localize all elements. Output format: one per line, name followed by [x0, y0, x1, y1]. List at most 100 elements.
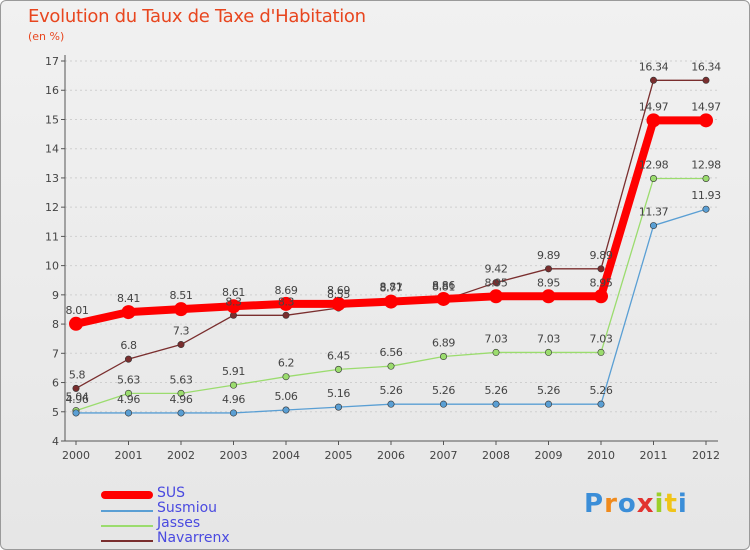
- point-sus-2007: [436, 291, 451, 306]
- data-label-sus-2009: 8.95: [537, 276, 560, 289]
- point-susmiou-2005: [334, 403, 342, 411]
- logo-letter: i: [677, 489, 688, 519]
- point-sus-2009: [541, 289, 556, 304]
- y-tick-label-8: 8: [52, 318, 59, 331]
- logo-letter: r: [604, 489, 618, 519]
- data-label-susmiou-2004: 5.06: [275, 390, 298, 403]
- point-susmiou-2000: [72, 409, 80, 417]
- point-susmiou-2009: [544, 400, 552, 408]
- data-label-navarrenx-2009: 9.89: [537, 249, 560, 262]
- data-label-jasses-2000: 5.04: [66, 391, 89, 404]
- data-label-jasses-2004: 6.2: [278, 357, 294, 370]
- logo-letter: t: [664, 489, 678, 519]
- data-label-jasses-2006: 6.56: [380, 346, 403, 359]
- x-tick-label-2004: 2004: [272, 449, 300, 462]
- data-label-jasses-2009: 7.03: [537, 332, 560, 345]
- data-label-navarrenx-2004: 8.3: [278, 295, 295, 308]
- x-tick-label-2011: 2011: [640, 449, 668, 462]
- data-label-sus-2007: 8.86: [432, 279, 455, 292]
- point-jasses-2003: [230, 381, 238, 389]
- x-tick-label-2008: 2008: [482, 449, 510, 462]
- data-label-susmiou-2012: 11.93: [691, 189, 721, 202]
- data-label-navarrenx-2001: 6.8: [120, 339, 137, 352]
- point-jasses-2006: [387, 362, 395, 370]
- data-label-navarrenx-2002: 7.3: [173, 325, 190, 338]
- data-label-jasses-2008: 7.03: [485, 332, 508, 345]
- logo-letter: o: [617, 489, 637, 519]
- point-jasses-2012: [702, 175, 710, 183]
- data-label-navarrenx-2006: 8.81: [380, 280, 403, 293]
- data-label-sus-2011: 14.97: [639, 100, 669, 113]
- point-sus-2006: [384, 294, 398, 309]
- data-label-sus-2000: 8.01: [66, 304, 89, 317]
- point-susmiou-2010: [597, 400, 605, 408]
- data-label-susmiou-2009: 5.26: [537, 384, 560, 397]
- series-lines: [69, 76, 713, 417]
- point-susmiou-2003: [230, 409, 238, 417]
- y-tick-label-12: 12: [45, 201, 59, 214]
- y-tick-label-4: 4: [52, 435, 59, 448]
- point-jasses-2011: [649, 175, 657, 183]
- x-tick-label-2003: 2003: [220, 449, 248, 462]
- point-navarrenx-2011: [649, 76, 657, 84]
- x-tick-label-2012: 2012: [692, 449, 720, 462]
- data-label-jasses-2007: 6.89: [432, 337, 455, 350]
- point-jasses-2005: [334, 365, 342, 373]
- point-navarrenx-2002: [177, 341, 185, 349]
- data-label-susmiou-2006: 5.26: [380, 384, 403, 397]
- y-tick-label-10: 10: [45, 260, 59, 273]
- x-tick-label-2001: 2001: [115, 449, 143, 462]
- point-sus-2003: [226, 299, 241, 314]
- data-label-susmiou-2001: 4.96: [117, 393, 140, 406]
- point-navarrenx-2000: [72, 384, 80, 392]
- point-jasses-2004: [282, 373, 290, 381]
- legend-label-jasses: Jasses: [157, 515, 201, 531]
- x-tick-label-2010: 2010: [587, 449, 615, 462]
- point-susmiou-2001: [125, 409, 133, 417]
- y-tick-label-15: 15: [45, 113, 59, 126]
- y-tick-label-6: 6: [52, 377, 59, 390]
- point-sus-2000: [69, 316, 83, 331]
- point-jasses-2002: [177, 389, 185, 397]
- point-navarrenx-2004: [282, 311, 290, 319]
- data-label-susmiou-2000: 4.96: [66, 393, 89, 406]
- point-jasses-2009: [544, 348, 552, 356]
- axes: 4 5 6 7 8 9 10 11 12 13 14 15 16 17 2000 2001 2002 2003 20…: [45, 55, 720, 462]
- data-label-jasses-2012: 12.98: [691, 159, 721, 172]
- x-tick-label-2005: 2005: [325, 449, 353, 462]
- proxiti-logo: Proxiti: [584, 489, 688, 519]
- point-jasses-2008: [492, 348, 500, 356]
- y-tick-label-17: 17: [45, 55, 59, 68]
- data-labels: 5.8 6.8 7.3 8.3 8.3 8.55 8.81 8.81 9.42 9.89 9.89 1…: [66, 60, 722, 406]
- data-label-sus-2005: 8.69: [327, 284, 350, 297]
- x-tick-label-2009: 2009: [535, 449, 563, 462]
- legend-label-susmiou: Susmiou: [157, 500, 218, 516]
- point-sus-2005: [331, 296, 346, 311]
- chart-title: Evolution du Taux de Taxe d'Habitation: [28, 6, 366, 27]
- data-label-jasses-2005: 6.45: [327, 349, 350, 362]
- point-susmiou-2007: [439, 400, 447, 408]
- point-navarrenx-2008: [492, 279, 500, 287]
- y-tick-label-16: 16: [45, 84, 59, 97]
- x-tick-label-2002: 2002: [167, 449, 195, 462]
- data-label-navarrenx-2000: 5.8: [69, 368, 86, 381]
- data-label-susmiou-2003: 4.96: [222, 393, 245, 406]
- y-tick-label-9: 9: [52, 289, 59, 302]
- y-tick-label-14: 14: [45, 143, 59, 156]
- logo-letter: i: [654, 489, 665, 519]
- x-tick-label-2006: 2006: [377, 449, 405, 462]
- data-label-jasses-2011: 12.98: [639, 159, 669, 172]
- data-label-jasses-2002: 5.63: [170, 373, 193, 386]
- y-tick-label-11: 11: [45, 230, 59, 243]
- y-axis-unit-label: (en %): [28, 30, 65, 43]
- data-label-susmiou-2008: 5.26: [485, 384, 508, 397]
- point-jasses-2010: [597, 348, 605, 356]
- point-navarrenx-2009: [544, 265, 552, 273]
- x-tick-label-2000: 2000: [62, 449, 90, 462]
- data-label-sus-2006: 8.77: [380, 282, 403, 295]
- y-tick-label-7: 7: [52, 347, 59, 360]
- y-tick-label-13: 13: [45, 172, 59, 185]
- grid-lines: [65, 60, 718, 413]
- point-sus-2008: [489, 289, 503, 304]
